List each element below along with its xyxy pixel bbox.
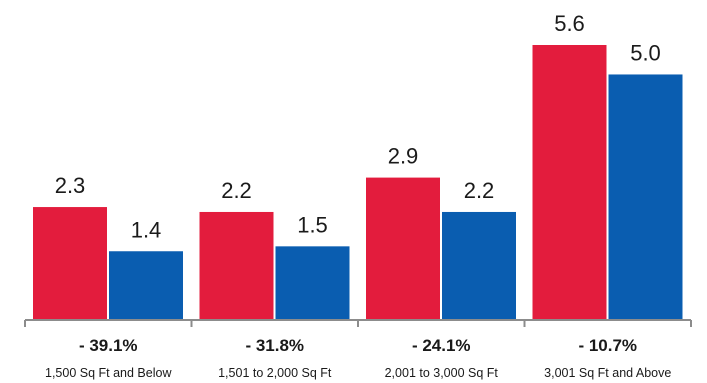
value-label-series1-cat2: 2.2 [221,178,252,203]
value-label-series1-cat4: 5.6 [554,11,585,36]
value-label-series1-cat3: 2.9 [388,144,419,169]
category-labels-layer: 1,500 Sq Ft and Below 1,501 to 2,000 Sq F… [45,366,671,380]
category-label-cat4: 3,001 Sq Ft and Above [544,366,671,380]
value-label-series2-cat4: 5.0 [630,40,661,65]
bar-series1-cat1 [33,207,107,320]
bars-layer [33,45,683,320]
change-annotation-cat3: - 24.1% [412,336,471,355]
category-label-cat1: 1,500 Sq Ft and Below [45,366,172,380]
bar-series1-cat2 [199,211,274,320]
change-annotations-layer: - 39.1% - 31.8% - 24.1% - 10.7% [79,336,637,355]
change-annotation-cat4: - 10.7% [578,336,637,355]
value-labels-layer: 2.3 1.4 2.2 1.5 2.9 2.2 5.6 5.0 [55,11,661,242]
bar-series2-cat2 [275,246,350,320]
bar-series2-cat3 [442,211,516,320]
x-axis [24,319,692,327]
change-annotation-cat1: - 39.1% [79,336,138,355]
bar-series2-cat1 [109,251,183,320]
bar-series2-cat4 [608,74,683,320]
category-label-cat3: 2,001 to 3,000 Sq Ft [385,366,499,380]
value-label-series1-cat1: 2.3 [55,173,86,198]
value-label-series2-cat2: 1.5 [297,212,328,237]
bar-series1-cat3 [366,177,440,320]
value-label-series2-cat3: 2.2 [464,178,495,203]
category-label-cat2: 1,501 to 2,000 Sq Ft [218,366,332,380]
value-label-series2-cat1: 1.4 [131,217,162,242]
change-annotation-cat2: - 31.8% [245,336,304,355]
bar-series1-cat4 [532,45,607,320]
